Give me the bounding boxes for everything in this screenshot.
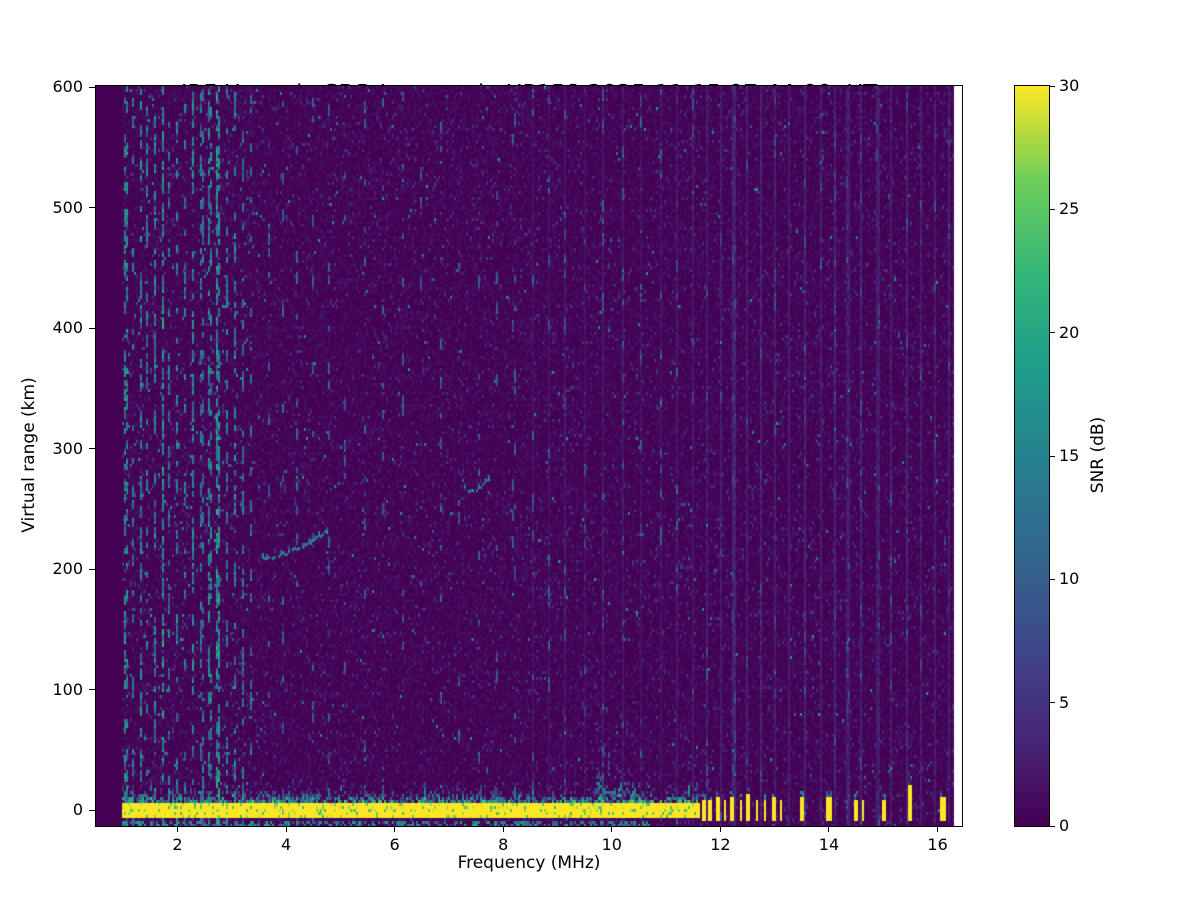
- x-tick-mark: [719, 827, 721, 832]
- x-tick-label: 10: [601, 835, 622, 854]
- x-tick-label: 12: [710, 835, 731, 854]
- colorbar-tick-label: 0: [1059, 816, 1070, 835]
- y-tick-label: 200: [52, 559, 83, 579]
- y-tick-mark: [89, 689, 95, 691]
- colorbar-tick-label: 25: [1059, 199, 1080, 219]
- colorbar-tick-mark: [1050, 578, 1055, 580]
- x-axis-label: Frequency (MHz): [457, 853, 601, 873]
- colorbar: [1014, 85, 1050, 827]
- x-tick-label: 6: [389, 835, 400, 854]
- x-tick-label: 8: [498, 835, 509, 854]
- x-tick-label: 2: [172, 835, 183, 854]
- y-axis-label: Virtual range (km): [19, 377, 39, 533]
- colorbar-tick-label: 20: [1059, 322, 1080, 342]
- y-tick-mark: [89, 207, 95, 209]
- colorbar-label: SNR (dB): [1088, 416, 1108, 494]
- y-tick-label: 300: [52, 438, 83, 458]
- y-tick-mark: [89, 327, 95, 329]
- colorbar-tick-mark: [1050, 85, 1055, 87]
- x-tick-label: 4: [280, 835, 292, 854]
- x-tick-mark: [502, 827, 504, 832]
- colorbar-tick-label: 15: [1059, 446, 1080, 465]
- y-tick-label: 400: [52, 318, 83, 338]
- y-tick-label: 500: [52, 197, 83, 217]
- colorbar-tick-label: 10: [1059, 569, 1080, 589]
- y-tick-mark: [89, 568, 95, 570]
- colorbar-tick-mark: [1050, 455, 1055, 457]
- colorbar-tick-mark: [1050, 332, 1055, 334]
- x-tick-mark: [937, 827, 939, 832]
- x-tick-mark: [176, 827, 178, 832]
- heatmap-canvas: [96, 86, 962, 826]
- colorbar-tick-mark: [1050, 825, 1055, 827]
- x-tick-mark: [611, 827, 613, 832]
- colorbar-tick-mark: [1050, 702, 1055, 704]
- y-tick-mark: [89, 809, 95, 811]
- x-tick-label: 14: [818, 835, 840, 854]
- y-tick-label: 600: [52, 77, 83, 97]
- x-tick-mark: [394, 827, 396, 832]
- colorbar-tick-label: 5: [1059, 692, 1070, 712]
- y-tick-mark: [89, 448, 95, 450]
- colorbar-tick-mark: [1050, 208, 1055, 210]
- y-tick-label: 100: [52, 679, 83, 699]
- heatmap-plot: [95, 85, 963, 827]
- x-tick-label: 16: [927, 835, 948, 854]
- x-tick-mark: [828, 827, 830, 832]
- colorbar-canvas: [1015, 86, 1049, 826]
- y-tick-mark: [89, 86, 95, 88]
- colorbar-tick-label: 30: [1059, 76, 1080, 95]
- y-tick-label: 0: [72, 800, 83, 820]
- x-tick-mark: [285, 827, 287, 832]
